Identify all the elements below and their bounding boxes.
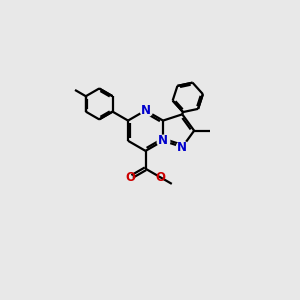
Text: N: N xyxy=(158,134,168,147)
Text: N: N xyxy=(177,140,187,154)
Text: O: O xyxy=(125,171,135,184)
Text: O: O xyxy=(156,171,166,184)
Text: N: N xyxy=(140,104,151,117)
